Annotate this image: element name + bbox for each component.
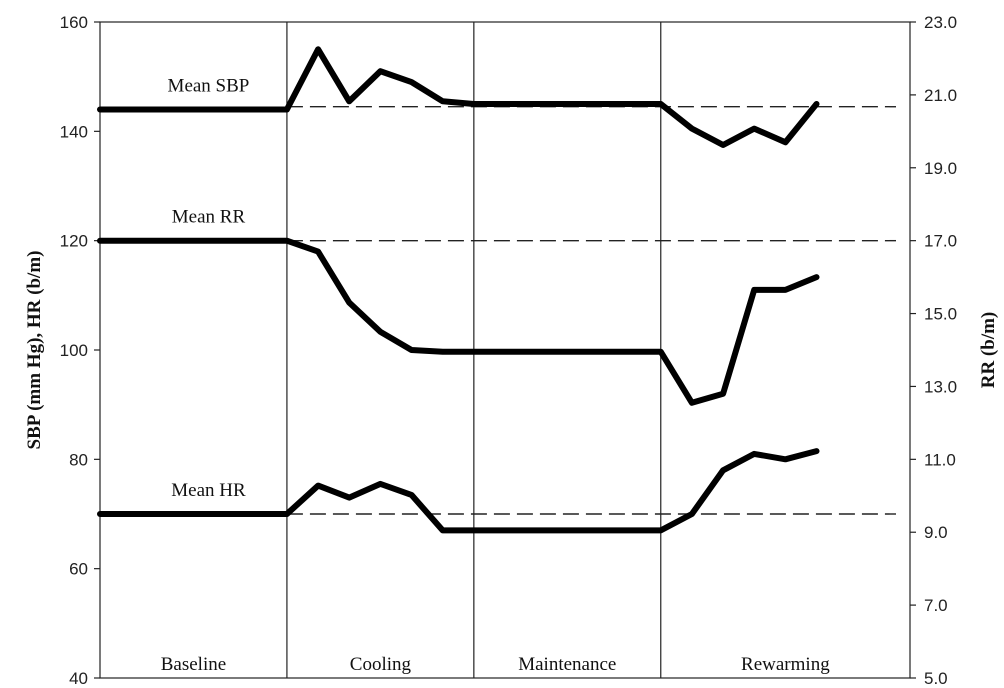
left-axis-tick-label: 100 xyxy=(60,341,88,360)
right-axis-tick-label: 7.0 xyxy=(924,596,948,615)
phase-label: Rewarming xyxy=(741,654,830,675)
right-axis-tick-label: 23.0 xyxy=(924,13,957,32)
series-name-label: Mean RR xyxy=(172,207,246,228)
left-axis-tick-label: 160 xyxy=(60,13,88,32)
series-line xyxy=(97,237,820,406)
right-axis-tick-label: 11.0 xyxy=(924,450,956,469)
series-lines xyxy=(97,46,820,534)
right-axis-tick-label: 19.0 xyxy=(924,159,957,178)
right-axis-tick-label: 9.0 xyxy=(924,523,948,542)
chart-labels: 40 60 80 100 120 140 160 5.0 7.0 9.0 11.0 13.0 15.0 1… xyxy=(24,13,999,688)
right-axis-tick-label: 5.0 xyxy=(924,669,948,688)
phase-label: Baseline xyxy=(161,654,226,675)
left-axis-tick-label: 140 xyxy=(60,122,88,141)
series-name-label: Mean HR xyxy=(171,480,246,501)
left-axis-tick-label: 80 xyxy=(69,450,88,469)
right-axis-tick-label: 17.0 xyxy=(924,232,957,251)
series-name-label: Mean SBP xyxy=(168,75,250,96)
phase-label: Cooling xyxy=(350,654,412,675)
phase-label: Maintenance xyxy=(518,654,616,675)
series-line xyxy=(97,46,820,148)
series-line xyxy=(97,448,820,534)
right-axis-tick-label: 21.0 xyxy=(924,86,957,105)
right-axis-tick-label: 15.0 xyxy=(924,305,957,324)
left-axis-tick-label: 120 xyxy=(60,232,88,251)
left-axis-tick-label: 40 xyxy=(69,669,88,688)
right-axis-tick-label: 13.0 xyxy=(924,377,957,396)
right-axis-title: RR (b/m) xyxy=(978,312,999,389)
left-axis-title: SBP (mm Hg), HR (b/m) xyxy=(24,251,45,450)
chart-frame xyxy=(94,21,916,679)
left-axis-tick-label: 60 xyxy=(69,560,88,579)
